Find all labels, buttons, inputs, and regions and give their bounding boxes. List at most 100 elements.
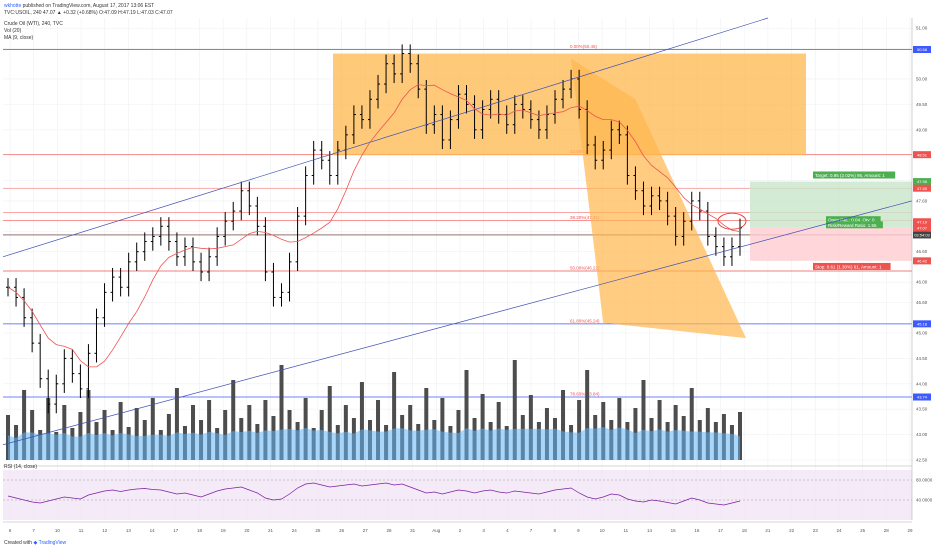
price-tick-label: 49.00 [916, 127, 928, 132]
time-tick-label: 27 [363, 528, 369, 533]
time-tick-label: 16 [694, 528, 700, 533]
moving-average-line [7, 84, 741, 368]
price-badge [913, 257, 931, 265]
overlay-lines [2, 17, 913, 446]
volume-bar [585, 370, 590, 460]
price-badge-label: 46.42 [917, 258, 928, 263]
price-bar [384, 54, 389, 94]
price-bar [319, 140, 324, 170]
published-text: published on TradingView.com, August 17,… [22, 3, 155, 9]
price-bar [287, 252, 292, 302]
price-tick-label: 49.50 [916, 102, 928, 107]
price-bar [552, 90, 557, 124]
axes: 6 7 10 11 12 13 14 17 18 19 20 21 24 25 26 27 28 31 Aug 2 3 4… [3, 18, 932, 533]
price-tick-label: 45.00 [916, 330, 928, 335]
volume-bar [231, 380, 236, 460]
time-tick-label: 24 [836, 528, 842, 533]
price-bar [199, 252, 204, 282]
lower-trendline [2, 200, 913, 446]
risk-reward-label: Risk/Reward Ratio: 1.56 [828, 223, 877, 228]
price-bar [617, 120, 622, 144]
time-tick-label: Aug [432, 528, 441, 533]
footer: Created with ◆ TradingView [4, 540, 66, 546]
volume-bar [134, 408, 139, 460]
time-tick-label: 28 [884, 528, 890, 533]
price-bar [46, 369, 51, 414]
study-ma-title: MA (9, close) [4, 35, 34, 41]
price-tick-label: 47.60 [916, 198, 928, 203]
fib-level-label: 38.20%(47.21) [570, 215, 600, 220]
price-bar [182, 237, 187, 266]
time-tick-label: 9 [577, 528, 580, 533]
header-author-line: wkhotte published on TradingView.com, Au… [4, 3, 154, 9]
price-bar [174, 232, 179, 266]
volume-bar [207, 400, 212, 460]
price-bar [705, 201, 710, 246]
volume-bar [62, 405, 67, 460]
price-bar [142, 232, 147, 261]
price-bar [30, 308, 35, 353]
rsi-title: RSI (14, close) [4, 464, 38, 470]
time-tick-label: 15 [671, 528, 677, 533]
price-badge-label: 43.74 [917, 395, 928, 400]
price-badge [913, 178, 931, 186]
highlight-circle [717, 212, 747, 230]
time-tick-label: 8 [553, 528, 556, 533]
price-bar [94, 308, 99, 363]
time-tick-label: 18 [197, 528, 203, 533]
price-bar [577, 69, 582, 119]
price-badge-label: 03:54:03 [914, 233, 930, 238]
time-tick-label: 29 [907, 528, 913, 533]
price-tick-label: 46.60 [916, 249, 928, 254]
author-name[interactable]: wkhotte [4, 3, 22, 9]
time-tick-label: 20 [244, 528, 250, 533]
time-tick-label: 12 [102, 528, 108, 533]
price-bar [456, 85, 461, 129]
time-tick-label: 13 [126, 528, 132, 533]
price-bar [544, 105, 549, 139]
price-bar [263, 217, 268, 282]
price-bar [62, 349, 67, 393]
price-badge-label: 47.19 [917, 219, 928, 224]
price-badge [913, 45, 931, 53]
price-tick-label: 42.50 [916, 458, 928, 463]
rsi-band [3, 470, 912, 520]
volume-bar [577, 400, 582, 460]
volume-bar [424, 388, 429, 460]
time-tick-label: 24 [292, 528, 298, 533]
brand-name[interactable]: TradingView [38, 540, 67, 546]
price-bar [70, 349, 75, 383]
price-tick-label: 45.60 [916, 300, 928, 305]
stop-label: Stop: 0.61 (1.30%) 61, Amount: 1 [815, 264, 882, 269]
price-bar [303, 166, 308, 226]
volume-bar [528, 395, 533, 460]
time-tick-label: 31 [410, 528, 416, 533]
price-bar [713, 227, 718, 256]
range-box [333, 53, 806, 156]
price-bar [392, 54, 397, 84]
volume-bar [86, 390, 91, 460]
price-bar [738, 218, 742, 256]
volume-bars [6, 360, 742, 460]
price-bar [673, 206, 678, 246]
price-bar [118, 267, 123, 297]
price-bar [239, 181, 244, 221]
price-bar [440, 105, 445, 150]
rsi-tick-label: 80.0000 [916, 478, 932, 483]
price-bar [689, 191, 694, 231]
price-bar [649, 186, 654, 216]
time-tick-label: 14 [647, 528, 653, 533]
time-tick-label: 3 [482, 528, 485, 533]
price-tick-label: 50.00 [916, 76, 928, 81]
fib-level-label: 50.00%(46.22) [570, 266, 600, 271]
time-tick-label: 2 [459, 528, 462, 533]
fib-level-label: 61.80%(45.24) [570, 318, 600, 323]
price-badge [913, 151, 931, 159]
volume-bar [359, 382, 364, 460]
time-tick-label: 17 [718, 528, 724, 533]
price-bar [78, 364, 83, 399]
price-bar [126, 252, 131, 297]
price-bar [150, 227, 155, 251]
price-bar [464, 85, 469, 114]
